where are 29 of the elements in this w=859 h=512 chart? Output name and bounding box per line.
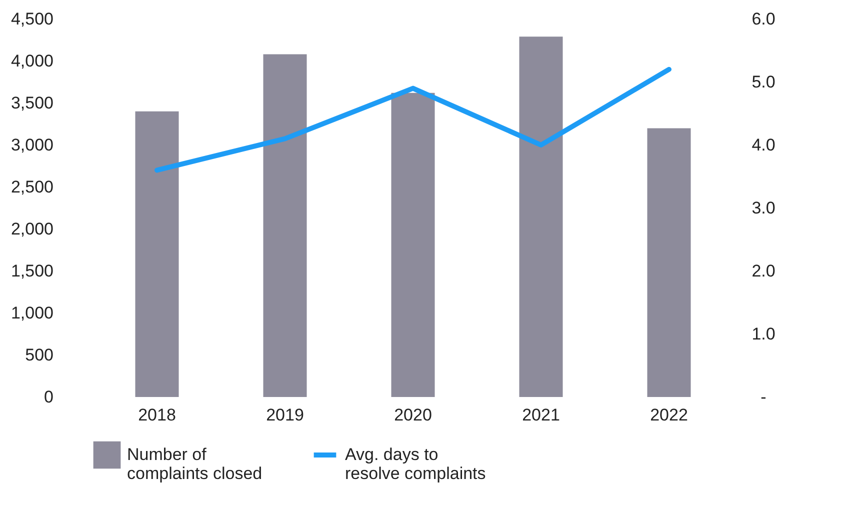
y-tick-label: 3,500 (10, 94, 54, 112)
y2-tick-label: 1.0 (752, 324, 776, 344)
y2-tick-label: - (760, 388, 766, 406)
bar (519, 36, 563, 397)
bar (647, 128, 691, 397)
y2-tick-label: 4.0 (752, 136, 776, 154)
y-tick-label: 1,000 (10, 304, 54, 322)
y2-tick-label: 2.0 (752, 262, 776, 280)
x-tick-label: 2020 (394, 406, 432, 424)
x-tick-label: 2018 (138, 406, 176, 424)
x-tick-label: 2021 (522, 406, 560, 424)
y-tick-label: 2,500 (10, 178, 54, 196)
y-tick-label: 4,000 (10, 52, 54, 70)
bar (391, 92, 435, 397)
legend-label: Avg. days to resolve complaints (345, 445, 486, 483)
y2-tick-label: 3.0 (752, 198, 776, 218)
y-tick-label: 1,500 (10, 262, 54, 280)
y2-tick-label: 5.0 (752, 72, 776, 92)
x-tick-label: 2019 (266, 406, 304, 424)
y-tick-label: 0 (44, 388, 54, 406)
bar (263, 54, 307, 397)
bar (135, 111, 179, 397)
y-tick-label: 2,000 (10, 220, 54, 238)
y-tick-label: 3,000 (10, 136, 54, 154)
y-tick-label: 4,500 (10, 10, 54, 28)
x-tick-label: 2022 (650, 406, 688, 424)
y-tick-label: 500 (25, 346, 54, 364)
y2-tick-label: 6.0 (752, 10, 776, 28)
legend-label: Number of complaints closed (127, 445, 262, 483)
